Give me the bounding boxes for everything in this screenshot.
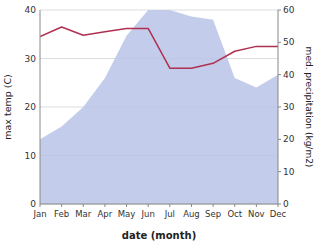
y2-tick-label: 10	[283, 167, 295, 177]
y2-tick-label: 50	[283, 37, 295, 47]
y2-axis-label: med. precipitation (kg/m2)	[304, 47, 314, 168]
grid-line	[40, 204, 278, 205]
temperature-line	[40, 27, 278, 68]
x-tick	[213, 204, 214, 207]
x-tick	[61, 204, 62, 207]
x-tick	[234, 204, 235, 207]
x-tick	[126, 204, 127, 207]
y-tick-label: 40	[25, 5, 37, 15]
x-tick	[256, 204, 257, 207]
x-tick-label: Aug	[183, 209, 200, 219]
x-tick-label: Oct	[227, 209, 242, 219]
x-tick-label: Jan	[32, 209, 46, 219]
x-tick-label: Jul	[164, 209, 175, 219]
y2-tick-label: 0	[283, 199, 289, 209]
x-tick-label: Sep	[205, 209, 221, 219]
y-tick-label: 10	[25, 151, 37, 161]
plot-area	[40, 10, 278, 204]
y2-tick-label: 40	[283, 70, 295, 80]
x-tick	[169, 204, 170, 207]
x-axis-label: date (month)	[122, 230, 196, 241]
y2-tick	[278, 171, 281, 172]
y2-tick	[278, 42, 281, 43]
y-tick-label: 30	[25, 54, 37, 64]
x-tick-label: Feb	[54, 209, 69, 219]
x-tick-label: Jun	[141, 209, 155, 219]
axes: 0 10 20 30 40 0 10 20 30 40 50 60 Jan Feb Mar Apr May Jun…	[25, 5, 295, 219]
x-tick	[104, 204, 105, 207]
x-tick-label: Nov	[248, 209, 265, 219]
precipitation-area	[40, 10, 278, 204]
x-tick-label: May	[118, 209, 136, 219]
chart: 0 10 20 30 40 0 10 20 30 40 50 60 Jan Feb Mar Apr May Jun…	[0, 0, 318, 247]
x-tick	[148, 204, 149, 207]
x-tick	[191, 204, 192, 207]
grid	[40, 10, 278, 204]
x-tick	[278, 204, 279, 207]
y-axis-label: max temp (C)	[2, 74, 13, 140]
y2-tick	[278, 10, 281, 11]
y2-tick	[278, 107, 281, 108]
y-tick-label: 20	[25, 102, 37, 112]
x-tick-label: Dec	[270, 209, 287, 219]
y2-tick-label: 30	[283, 102, 295, 112]
y2-tick	[278, 139, 281, 140]
x-tick	[83, 204, 84, 207]
y2-tick-label: 60	[283, 5, 295, 15]
y-axis-line	[40, 10, 41, 204]
y2-tick	[278, 74, 281, 75]
x-tick-label: Apr	[98, 209, 113, 219]
x-tick	[40, 204, 41, 207]
y-tick-label: 0	[30, 199, 36, 209]
x-axis-line	[40, 204, 278, 205]
y2-tick-label: 20	[283, 134, 295, 144]
x-tick-label: Mar	[75, 209, 92, 219]
